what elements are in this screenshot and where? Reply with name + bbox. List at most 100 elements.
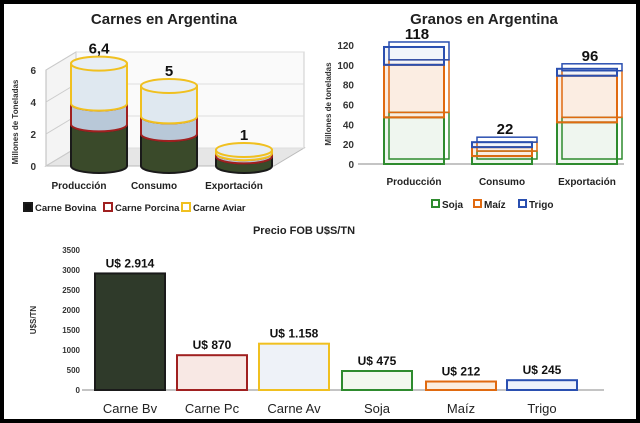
grain-legend-item: Trigo	[518, 199, 553, 211]
price-bar-maiz	[425, 380, 497, 391]
grain-box-back	[388, 41, 450, 61]
grain-box-front	[383, 45, 445, 66]
meat-x-tick-label: Consumo	[131, 181, 177, 192]
grain-box-front	[471, 146, 533, 158]
meat-total-label: 1	[240, 127, 248, 144]
meat-legend-label: Carne Aviar	[193, 203, 246, 214]
meat-cylinder-body	[140, 85, 198, 125]
grain-total-label: 96	[582, 48, 599, 65]
grain-legend-item: Soja	[431, 199, 464, 211]
price-bar-carne-bv	[94, 272, 166, 391]
grain-legend-label: Trigo	[529, 200, 553, 211]
price-x-tick-label: Soja	[364, 401, 391, 416]
price-y-axis-label: U$S/TN	[29, 306, 38, 335]
grain-box-front	[383, 63, 445, 119]
grain-y-axis-label: Millones de toneladas	[324, 62, 333, 146]
charts-canvas: Carnes en Argentina 0 2 4 6 Millones de Tonel…	[11, 11, 624, 416]
price-y-tick-label: 1000	[62, 346, 80, 355]
meat-legend-label: Carne Porcina	[115, 203, 180, 214]
meat-cylinder-body	[70, 62, 128, 112]
grain-box-front	[556, 74, 618, 124]
price-y-tick-label: 2000	[62, 306, 80, 315]
price-x-tick-label: Trigo	[527, 401, 556, 416]
grain-y-tick-label: 100	[337, 61, 354, 72]
grain-bar-segment-maiz	[556, 69, 623, 124]
grain-y-tick-label: 120	[337, 41, 354, 52]
meat-cylinder-body	[140, 133, 198, 174]
price-chart: Precio FOB U$S/TN 0 500 1000 1500 2000 2500 300…	[29, 225, 604, 416]
price-chart-title: Precio FOB U$S/TN	[253, 225, 355, 237]
grain-total-label: 118	[405, 26, 429, 43]
meat-gridline	[45, 51, 77, 71]
price-bar-trigo	[506, 379, 578, 392]
meat-y-tick-label: 4	[30, 98, 36, 109]
price-value-label: U$ 1.158	[270, 327, 319, 341]
grain-legend-swatch	[473, 199, 482, 208]
price-y-tick-label: 2500	[62, 286, 80, 295]
grain-box-front	[556, 121, 618, 165]
meat-bar-segment-carne-aviar	[140, 78, 198, 125]
meat-y-tick-label: 2	[30, 130, 36, 141]
grain-legend-label: Soja	[442, 200, 464, 211]
price-y-tick-label: 500	[67, 366, 81, 375]
grain-legend-label: Maíz	[484, 200, 506, 211]
grain-legend-swatch	[518, 199, 527, 208]
grain-y-tick-label: 60	[343, 101, 355, 112]
meat-cylinder-top	[215, 142, 273, 158]
grain-legend-swatch	[431, 199, 440, 208]
meat-legend-item: Carne Aviar	[181, 202, 246, 214]
grain-chart: Granos en Argentina 0 20 40 60 80 100 120 Millon…	[324, 11, 624, 211]
price-bar-carne-pc	[176, 354, 248, 392]
grain-bar-segment-soja	[556, 116, 623, 165]
grain-box-front	[471, 141, 533, 149]
grain-bar-segment-trigo	[471, 136, 538, 149]
grain-chart-title: Granos en Argentina	[410, 11, 558, 28]
meat-cylinder-body	[70, 123, 128, 174]
price-value-label: U$ 870	[193, 338, 232, 352]
meat-legend-swatch	[181, 202, 191, 212]
grain-y-tick-label: 0	[348, 160, 354, 171]
price-y-tick-label: 0	[76, 386, 81, 395]
meat-y-tick-label: 0	[30, 162, 36, 173]
price-bar-soja	[341, 370, 413, 391]
grain-y-tick-label: 40	[343, 120, 355, 131]
price-bar-carne-av	[258, 342, 330, 391]
grain-bar-segment-soja	[383, 111, 450, 166]
grain-y-tick-label: 80	[343, 81, 355, 92]
meat-x-tick-label: Exportación	[205, 181, 263, 192]
price-value-label: U$ 2.914	[106, 256, 155, 270]
meat-chart: Carnes en Argentina 0 2 4 6 Millones de Tonel…	[11, 11, 306, 214]
grain-bar-segment-maiz	[383, 59, 450, 119]
price-value-label: U$ 245	[523, 363, 562, 377]
price-x-tick-label: Carne Pc	[185, 401, 240, 416]
grain-y-tick-label: 20	[343, 140, 355, 151]
meat-total-label: 6,4	[89, 41, 111, 58]
grain-bar-segment-trigo	[556, 63, 623, 77]
meat-legend-swatch	[103, 202, 113, 212]
meat-legend-item: Carne Bovina	[23, 202, 97, 214]
price-x-tick-label: Maíz	[447, 401, 475, 416]
grain-x-tick-label: Producción	[386, 177, 441, 188]
meat-cylinder-top	[140, 78, 198, 94]
meat-total-label: 5	[165, 63, 173, 80]
grain-box-back	[561, 63, 623, 72]
infographic: Carnes en Argentina 0 2 4 6 Millones de Tonel…	[4, 4, 636, 419]
meat-legend-label: Carne Bovina	[35, 203, 97, 214]
grain-x-tick-label: Exportación	[558, 177, 616, 188]
grain-total-label: 22	[497, 121, 514, 138]
price-x-tick-label: Carne Bv	[103, 401, 158, 416]
price-value-label: U$ 475	[358, 354, 397, 368]
grain-box-front	[471, 155, 533, 165]
grain-box-front	[383, 116, 445, 166]
meat-y-tick-label: 6	[30, 66, 36, 77]
meat-cylinder-top	[70, 55, 128, 72]
meat-legend-item: Carne Porcina	[103, 202, 180, 214]
price-y-tick-label: 1500	[62, 326, 80, 335]
meat-x-tick-label: Producción	[51, 181, 106, 192]
grain-legend-item: Maíz	[473, 199, 506, 211]
price-x-tick-label: Carne Av	[267, 401, 321, 416]
grain-box-front	[556, 67, 618, 77]
grain-bar-segment-trigo	[383, 41, 450, 66]
price-y-tick-label: 3500	[62, 246, 80, 255]
meat-legend-swatch	[23, 202, 33, 212]
